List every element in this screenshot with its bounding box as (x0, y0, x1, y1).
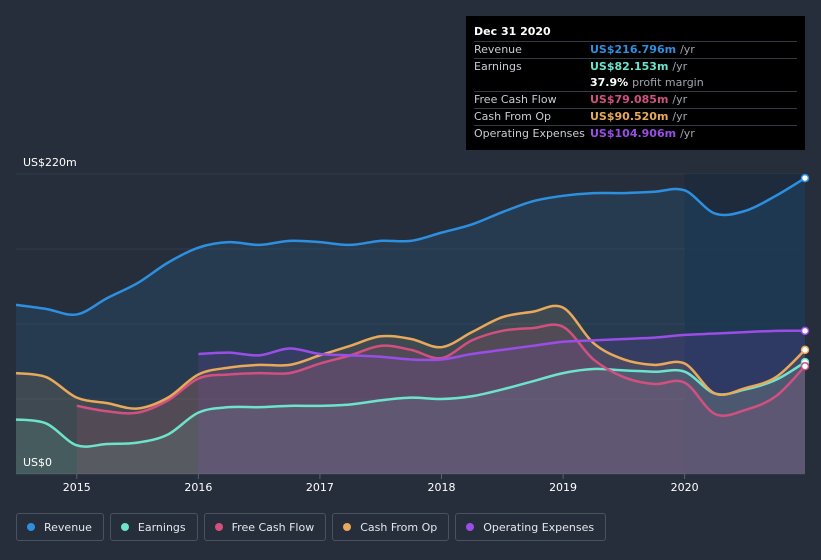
x-axis-ticks: 2015 2016 2017 2018 2019 2020 (63, 474, 699, 494)
legend-label: Operating Expenses (483, 520, 595, 534)
tooltip-value: 37.9% (590, 76, 629, 89)
tooltip-label: Operating Expenses (474, 127, 585, 140)
free-cash-flow-line (76, 323, 806, 417)
legend-label: Free Cash Flow (231, 520, 315, 534)
legend-item-free-cash-flow[interactable]: Free Cash Flow (203, 513, 327, 541)
forecast-highlight-band (684, 174, 805, 474)
free-cash-flow-end-point (800, 362, 810, 371)
tooltip-label: Revenue (474, 43, 522, 56)
x-tick-label: 2020 (671, 481, 699, 494)
legend-item-earnings[interactable]: Earnings (109, 513, 198, 541)
tooltip-value: US$79.085m (590, 93, 669, 106)
tooltip-date: Dec 31 2020 (474, 25, 551, 38)
legend-label: Cash From Op (360, 520, 438, 534)
cash-from-op-area (16, 305, 805, 474)
series-lines (15, 177, 806, 448)
operating-expenses-line (198, 329, 806, 362)
tooltip-row-earnings: Earnings US$82.153m /yr (474, 58, 797, 75)
y-axis-min-label: US$0 (23, 456, 52, 469)
tooltip-unit: /yr (672, 93, 688, 106)
revenue-area (16, 178, 805, 474)
tooltip-value: US$82.153m (590, 60, 669, 73)
grid-lines (16, 173, 805, 475)
legend-item-operating-expenses[interactable]: Operating Expenses (455, 513, 607, 541)
hover-tooltip: Dec 31 2020 Revenue US$216.796m /yr Earn… (466, 16, 805, 150)
cash-from-op-dot-icon (343, 523, 352, 531)
free-cash-flow-dot-icon (214, 523, 223, 531)
y-axis-max-label: US$220m (23, 156, 77, 169)
financials-chart: US$220m US$0 2015 2016 2017 2018 2019 2020 (15, 156, 810, 494)
earnings-dot-icon (120, 523, 129, 531)
chart-legend: Revenue Earnings Free Cash Flow Cash Fro… (16, 513, 607, 543)
x-tick-label: 2017 (306, 481, 334, 494)
earnings-line (15, 361, 806, 448)
legend-item-cash-from-op[interactable]: Cash From Op (332, 513, 450, 541)
cash-from-op-end-point (800, 345, 810, 355)
earnings-area (16, 362, 805, 474)
tooltip-label: Earnings (474, 60, 522, 73)
revenue-line (15, 177, 806, 317)
tooltip-unit: profit margin (632, 76, 704, 89)
legend-label: Earnings (137, 520, 186, 534)
x-tick-label: 2016 (184, 481, 212, 494)
tooltip-unit: /yr (672, 110, 688, 123)
revenue-dot-icon (27, 523, 35, 531)
tooltip-row-cash-from-op: Cash From Op US$90.520m /yr (474, 108, 797, 125)
tooltip-label: Cash From Op (474, 110, 552, 123)
tooltip-row-free-cash-flow: Free Cash Flow US$79.085m /yr (474, 91, 797, 108)
tooltip-row-operating-expenses: Operating Expenses US$104.906m /yr (474, 125, 797, 142)
tooltip-row-revenue: Revenue US$216.796m /yr (474, 41, 797, 58)
tooltip-unit: /yr (672, 60, 688, 73)
x-tick-label: 2019 (549, 481, 577, 494)
x-tick-label: 2015 (63, 481, 91, 494)
cash-from-op-line (15, 304, 806, 410)
tooltip-label: Free Cash Flow (474, 93, 557, 106)
legend-label: Revenue (44, 520, 92, 534)
tooltip-value: US$104.906m (590, 127, 677, 140)
tooltip-row-profit-margin: 37.9% profit margin (474, 75, 797, 91)
tooltip-value: US$216.796m (590, 43, 677, 56)
operating-expenses-end-point (800, 326, 810, 336)
revenue-end-point (800, 173, 810, 183)
legend-item-revenue[interactable]: Revenue (16, 513, 104, 541)
series-areas (16, 178, 805, 474)
tooltip-unit: /yr (680, 127, 695, 140)
tooltip-unit: /yr (680, 43, 695, 56)
operating-expenses-area (198, 330, 805, 474)
operating-expenses-dot-icon (466, 523, 475, 531)
x-tick-label: 2018 (428, 481, 456, 494)
series-end-markers (800, 173, 810, 371)
tooltip-value: US$90.520m (590, 110, 669, 123)
